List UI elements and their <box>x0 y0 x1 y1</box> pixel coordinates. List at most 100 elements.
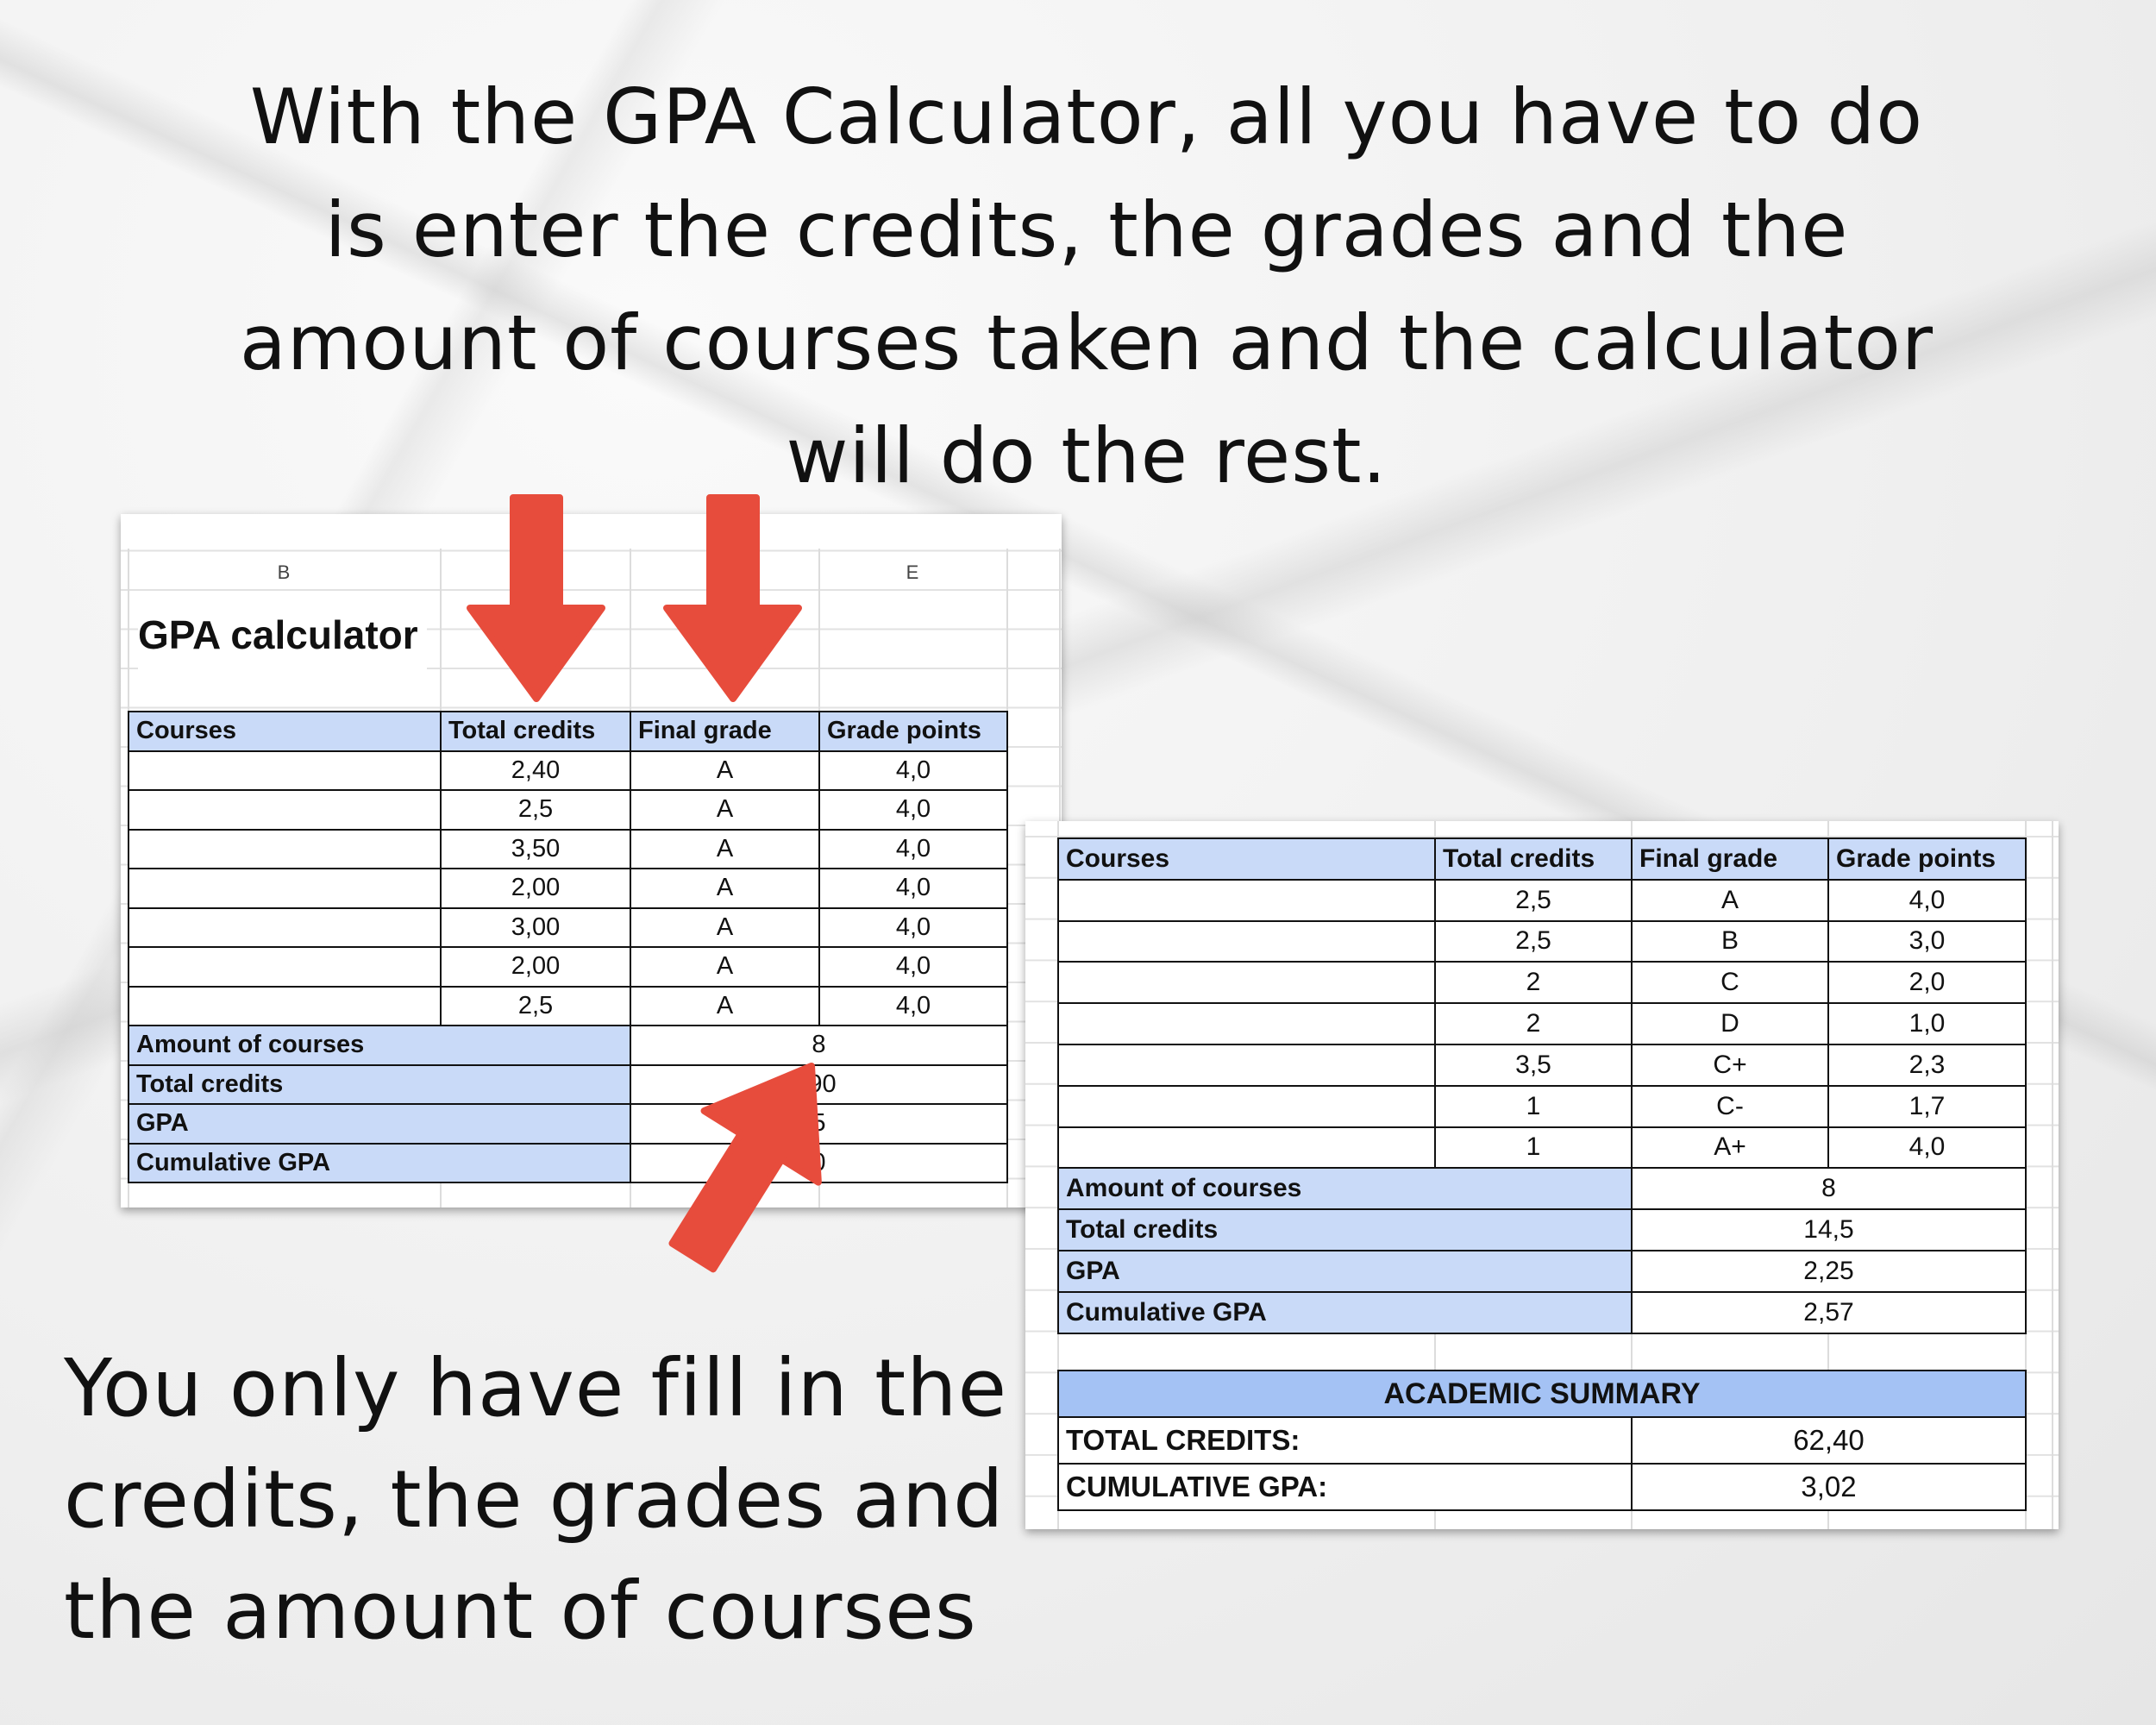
academic-summary-label[interactable]: TOTAL CREDITS: <box>1057 1416 1633 1465</box>
summary-value[interactable]: 8 <box>1631 1167 2027 1211</box>
cell-final-grade[interactable]: A <box>630 946 820 988</box>
cell-courses[interactable] <box>1057 878 1436 922</box>
cell-grade-points[interactable]: 4,0 <box>818 750 1008 791</box>
cell-final-grade[interactable]: A+ <box>1631 1126 1829 1170</box>
cell-total-credits[interactable]: 1 <box>1434 1084 1633 1128</box>
column-header-final-grade[interactable]: Final grade <box>1631 837 1829 881</box>
cell-grade-points[interactable]: 4,0 <box>818 828 1008 869</box>
column-e-header[interactable]: E <box>906 561 919 583</box>
cell-total-credits[interactable]: 2,00 <box>440 868 631 909</box>
cell-final-grade[interactable]: A <box>630 750 820 791</box>
left-spreadsheet-screenshot: B E GPA calculator Courses Total credits Fina… <box>121 514 1062 1208</box>
cell-courses[interactable] <box>128 750 442 791</box>
cell-courses[interactable] <box>1057 961 1436 1005</box>
cell-courses[interactable] <box>1057 1084 1436 1128</box>
cell-total-credits[interactable]: 2 <box>1434 961 1633 1005</box>
cell-grade-points[interactable]: 2,3 <box>1827 1044 2027 1087</box>
academic-summary-header[interactable]: ACADEMIC SUMMARY <box>1057 1370 2027 1418</box>
cell-courses[interactable] <box>128 828 442 869</box>
column-header-grade-points[interactable]: Grade points <box>1827 837 2027 881</box>
cell-total-credits[interactable]: 3,00 <box>440 906 631 948</box>
cell-grade-points[interactable]: 4,0 <box>818 868 1008 909</box>
cell-final-grade[interactable]: A <box>630 868 820 909</box>
summary-label[interactable]: Cumulative GPA <box>128 1142 631 1183</box>
cell-final-grade[interactable]: C+ <box>1631 1044 1829 1087</box>
academic-summary-value[interactable]: 3,02 <box>1631 1463 2027 1511</box>
subline-line: credits, the grades and <box>64 1453 1005 1546</box>
cell-final-grade[interactable]: D <box>1631 1002 1829 1045</box>
column-b-header[interactable]: B <box>277 561 291 583</box>
cell-total-credits[interactable]: 2 <box>1434 1002 1633 1045</box>
cell-courses[interactable] <box>1057 1126 1436 1170</box>
cell-final-grade[interactable]: B <box>1631 919 1829 963</box>
cell-grade-points[interactable]: 4,0 <box>818 789 1008 831</box>
cell-final-grade[interactable]: A <box>630 985 820 1026</box>
subline: You only have fill in the credits, the g… <box>64 1333 1056 1666</box>
cell-total-credits[interactable]: 2,5 <box>1434 919 1633 963</box>
cell-total-credits[interactable]: 2,5 <box>1434 878 1633 922</box>
cell-courses[interactable] <box>1057 1002 1436 1045</box>
cell-final-grade[interactable]: A <box>630 789 820 831</box>
summary-label[interactable]: Total credits <box>128 1063 631 1105</box>
sheet-title: GPA calculator <box>138 600 427 669</box>
cell-grade-points[interactable]: 4,0 <box>818 985 1008 1026</box>
column-header-final-grade[interactable]: Final grade <box>630 711 820 752</box>
summary-label[interactable]: Amount of courses <box>1057 1167 1633 1211</box>
cell-courses[interactable] <box>128 789 442 831</box>
cell-total-credits[interactable]: 1 <box>1434 1126 1633 1170</box>
headline-line: is enter the credits, the grades and the <box>324 185 1849 274</box>
cell-grade-points[interactable]: 4,0 <box>818 946 1008 988</box>
column-header-courses[interactable]: Courses <box>128 711 442 752</box>
academic-summary-label[interactable]: CUMULATIVE GPA: <box>1057 1463 1633 1511</box>
cell-courses[interactable] <box>1057 1044 1436 1087</box>
column-header-courses[interactable]: Courses <box>1057 837 1436 881</box>
cell-grade-points[interactable]: 1,7 <box>1827 1084 2027 1128</box>
cell-total-credits[interactable]: 2,40 <box>440 750 631 791</box>
column-header-grade-points[interactable]: Grade points <box>818 711 1008 752</box>
cell-total-credits[interactable]: 2,5 <box>440 789 631 831</box>
summary-value[interactable]: 2,57 <box>1631 1290 2027 1334</box>
cell-final-grade[interactable]: C- <box>1631 1084 1829 1128</box>
cell-courses[interactable] <box>128 906 442 948</box>
cell-grade-points[interactable]: 4,0 <box>1827 878 2027 922</box>
cell-courses[interactable] <box>128 868 442 909</box>
cell-total-credits[interactable]: 2,00 <box>440 946 631 988</box>
summary-value[interactable]: 2,25 <box>1631 1250 2027 1293</box>
summary-label[interactable]: GPA <box>1057 1250 1633 1293</box>
summary-label[interactable]: Cumulative GPA <box>1057 1290 1633 1334</box>
subline-line: You only have fill in the <box>64 1342 1008 1434</box>
summary-value[interactable]: 14,5 <box>1631 1208 2027 1251</box>
headline: With the GPA Calculator, all you have to… <box>129 60 2044 512</box>
summary-value[interactable]: 8 <box>630 1025 1008 1066</box>
cell-courses[interactable] <box>128 946 442 988</box>
summary-value[interactable]: 5 <box>630 1103 1008 1145</box>
cell-grade-points[interactable]: 4,0 <box>1827 1126 2027 1170</box>
summary-label[interactable]: Amount of courses <box>128 1025 631 1066</box>
cell-grade-points[interactable]: 4,0 <box>818 906 1008 948</box>
cell-grade-points[interactable]: 3,0 <box>1827 919 2027 963</box>
right-spreadsheet-screenshot: Courses Total credits Final grade Grade poi… <box>1025 821 2059 1529</box>
summary-label[interactable]: GPA <box>128 1103 631 1145</box>
cell-total-credits[interactable]: 3,5 <box>1434 1044 1633 1087</box>
academic-summary-value[interactable]: 62,40 <box>1631 1416 2027 1465</box>
subline-line: the amount of courses <box>64 1565 977 1657</box>
summary-value[interactable]: ,90 <box>630 1063 1008 1105</box>
cell-courses[interactable] <box>1057 919 1436 963</box>
cell-total-credits[interactable]: 3,50 <box>440 828 631 869</box>
summary-value[interactable]: 0 <box>630 1142 1008 1183</box>
headline-line: With the GPA Calculator, all you have to… <box>249 72 1924 161</box>
cell-courses[interactable] <box>128 985 442 1026</box>
cell-total-credits[interactable]: 2,5 <box>440 985 631 1026</box>
cell-grade-points[interactable]: 2,0 <box>1827 961 2027 1005</box>
headline-line: amount of courses taken and the calculat… <box>239 298 1934 387</box>
column-header-total-credits[interactable]: Total credits <box>440 711 631 752</box>
cell-final-grade[interactable]: C <box>1631 961 1829 1005</box>
cell-final-grade[interactable]: A <box>1631 878 1829 922</box>
cell-final-grade[interactable]: A <box>630 906 820 948</box>
cell-grade-points[interactable]: 1,0 <box>1827 1002 2027 1045</box>
column-header-total-credits[interactable]: Total credits <box>1434 837 1633 881</box>
gridline <box>2052 821 2053 1529</box>
summary-label[interactable]: Total credits <box>1057 1208 1633 1251</box>
cell-final-grade[interactable]: A <box>630 828 820 869</box>
headline-line: will do the rest. <box>786 411 1388 500</box>
